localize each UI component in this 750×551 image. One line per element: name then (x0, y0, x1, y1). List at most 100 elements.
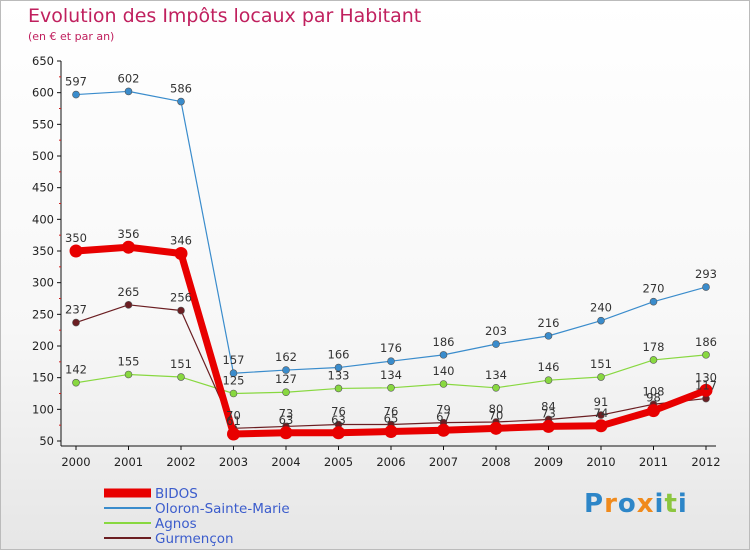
y-tick-label: 150 (32, 371, 54, 385)
x-tick-label: 2002 (166, 455, 195, 469)
y-tick-label: 250 (32, 307, 54, 321)
y-tick-label: 600 (32, 86, 54, 100)
data-label: 157 (223, 353, 245, 367)
data-point (177, 97, 185, 106)
legend-label: BIDOS (155, 486, 198, 502)
data-label: 133 (328, 368, 350, 382)
data-point (597, 373, 605, 381)
data-label: 134 (485, 368, 507, 382)
legend-label: Oloron-Sainte-Marie (155, 501, 290, 517)
data-point (542, 419, 555, 433)
data-point (72, 378, 80, 387)
data-point (439, 351, 448, 359)
data-point (649, 356, 658, 364)
data-point (124, 370, 133, 379)
x-tick-label: 2006 (376, 455, 405, 469)
data-label: 146 (538, 360, 560, 374)
data-point (699, 383, 713, 397)
data-point (229, 369, 238, 378)
y-tick-label: 550 (32, 117, 54, 131)
data-point (649, 297, 658, 306)
data-label: 80 (489, 402, 504, 416)
y-tick-label: 650 (32, 54, 54, 68)
data-point (647, 404, 660, 418)
data-label: 186 (433, 335, 455, 349)
logo-letter: i (677, 489, 688, 519)
data-point (702, 283, 710, 291)
logo-letter: P (584, 489, 605, 519)
data-point (282, 388, 290, 397)
data-point (124, 87, 133, 96)
data-label: 84 (541, 399, 556, 413)
data-label: 270 (643, 282, 665, 296)
data-point (177, 373, 185, 381)
data-label: 203 (485, 324, 507, 338)
logo-letter: t (664, 489, 678, 519)
data-point (122, 240, 135, 254)
data-point (597, 316, 605, 325)
data-label: 346 (170, 234, 192, 248)
x-tick-label: 2001 (114, 455, 143, 469)
data-label: 176 (380, 341, 402, 355)
data-point (229, 389, 238, 398)
x-tick-label: 2011 (639, 455, 668, 469)
data-label: 356 (118, 227, 140, 241)
y-tick-label: 450 (32, 181, 54, 195)
data-point (544, 376, 553, 385)
data-label: 67 (436, 410, 451, 424)
y-tick-label: 200 (32, 339, 54, 353)
x-tick-label: 2012 (691, 455, 720, 469)
data-label: 350 (65, 231, 87, 245)
y-tick-label: 400 (32, 212, 54, 226)
chart-title: Evolution des Impôts locaux par Habitant (28, 5, 422, 27)
data-label: 293 (695, 267, 717, 281)
legend-label: Gurmençon (155, 531, 234, 547)
x-tick-label: 2003 (219, 455, 248, 469)
data-label: 91 (594, 395, 609, 409)
data-label: 237 (65, 303, 87, 317)
data-point (384, 425, 398, 438)
data-point (492, 340, 500, 348)
data-point (489, 421, 503, 435)
x-tick-label: 2004 (271, 455, 300, 469)
logo-letter: o (617, 489, 637, 519)
data-label: 70 (489, 408, 504, 422)
data-point (282, 366, 290, 374)
legend-label: Agnos (155, 516, 197, 532)
data-point (492, 383, 500, 392)
data-label: 63 (279, 413, 294, 427)
logo-letter: i (654, 489, 665, 519)
data-label: 162 (275, 350, 297, 364)
data-label: 602 (118, 71, 140, 85)
x-tick-label: 2008 (481, 455, 510, 469)
data-point (437, 423, 450, 437)
y-tick-label: 100 (32, 402, 54, 416)
data-label: 142 (65, 363, 87, 377)
data-label: 586 (170, 82, 192, 96)
proxiti-logo: Proxiti (584, 489, 688, 519)
data-point (702, 351, 710, 359)
data-label: 151 (590, 357, 612, 371)
data-point (334, 363, 343, 372)
data-point (544, 332, 553, 340)
data-label: 256 (170, 291, 192, 305)
x-tick-label: 2007 (429, 455, 458, 469)
data-label: 117 (695, 379, 717, 393)
logo-letter: x (636, 489, 655, 519)
data-label: 265 (118, 285, 140, 299)
data-label: 98 (646, 391, 661, 405)
data-point (124, 301, 133, 309)
data-point (439, 380, 448, 388)
series-line-oloron-sainte-marie (75, 90, 707, 374)
data-point (279, 426, 293, 440)
data-label: 63 (331, 413, 346, 427)
data-point (174, 247, 188, 261)
data-label: 240 (590, 301, 612, 315)
data-label: 73 (279, 406, 294, 420)
data-label: 155 (118, 355, 140, 369)
data-label: 70 (226, 408, 241, 422)
data-label: 166 (328, 348, 350, 362)
data-label: 140 (433, 364, 455, 378)
